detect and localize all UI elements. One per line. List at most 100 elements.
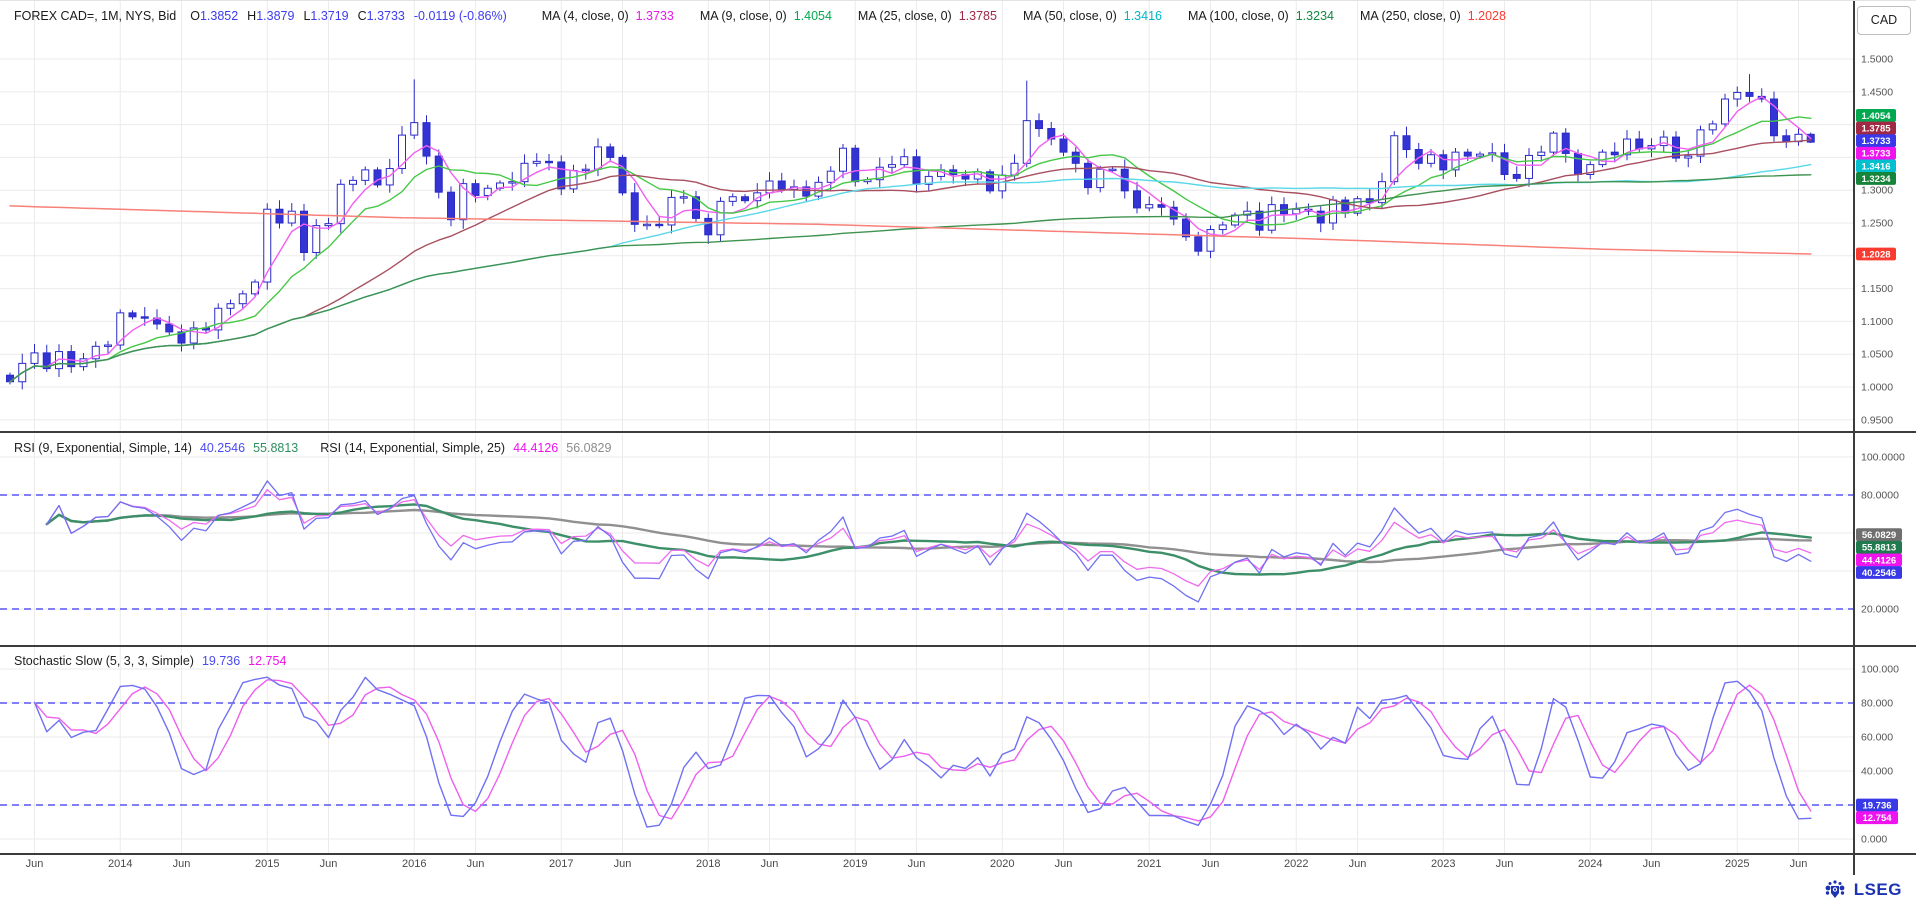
svg-text:19.736: 19.736: [1862, 800, 1891, 811]
time-axis-label: Jun: [466, 858, 485, 870]
svg-text:1.0500: 1.0500: [1861, 349, 1893, 361]
time-axis-label: Jun: [1789, 858, 1808, 870]
time-axis-label: Jun: [25, 858, 44, 870]
time-axis-label: 2014: [108, 858, 133, 870]
time-axis-label: 2019: [843, 858, 868, 870]
open-value: O1.3852: [190, 9, 239, 23]
time-axis[interactable]: Jun 2014 Jun 2015 Jun 2016 Jun 2017 Jun 2018 Jun 20…: [0, 858, 1854, 878]
svg-text:40.000: 40.000: [1861, 766, 1893, 778]
time-axis-label: 2022: [1284, 858, 1309, 870]
rsi-chart-canvas[interactable]: 100.000080.000060.000040.000020.000056.0…: [0, 434, 1916, 645]
time-axis-label: Jun: [1642, 858, 1661, 870]
time-axis-label: 2015: [255, 858, 280, 870]
ma-legend-value: 1.3785: [958, 9, 997, 23]
ma-legend-value: 1.4054: [793, 9, 832, 23]
stoch-k-value: 19.736: [201, 654, 241, 668]
close-value: C1.3733: [357, 9, 405, 23]
time-axis-label: 2024: [1578, 858, 1603, 870]
svg-text:0.000: 0.000: [1861, 834, 1887, 846]
svg-text:1.3733: 1.3733: [1861, 136, 1890, 147]
time-axis-label: Jun: [1348, 858, 1367, 870]
panel-separator: [0, 853, 1916, 855]
rsi9-ma-value: 55.8813: [253, 441, 299, 455]
rsi14-value: 44.4126: [513, 441, 559, 455]
svg-text:0.9500: 0.9500: [1861, 414, 1893, 426]
time-axis-label: Jun: [613, 858, 632, 870]
stoch-chart-canvas[interactable]: 100.00080.00060.00040.00020.0000.00019.7…: [0, 647, 1916, 853]
svg-text:60.000: 60.000: [1861, 732, 1893, 744]
time-axis-label: 2023: [1431, 858, 1456, 870]
lseg-logo: LSEG: [1823, 878, 1902, 902]
svg-text:1.3000: 1.3000: [1861, 185, 1893, 197]
svg-text:56.0829: 56.0829: [1862, 530, 1896, 541]
lseg-logo-text: LSEG: [1853, 880, 1902, 899]
svg-text:100.0000: 100.0000: [1861, 452, 1905, 464]
rsi9-value: 40.2546: [199, 441, 246, 455]
svg-text:1.4054: 1.4054: [1861, 111, 1891, 122]
svg-text:1.2028: 1.2028: [1861, 249, 1890, 260]
time-axis-label: 2018: [696, 858, 721, 870]
panel-separator[interactable]: [0, 431, 1916, 433]
panel-separator[interactable]: [0, 645, 1916, 647]
time-axis-label: Jun: [172, 858, 191, 870]
stoch-d-value: 12.754: [248, 654, 287, 668]
ma-legend-label: MA (25, close, 0): [857, 9, 952, 23]
ma-legend-label: MA (100, close, 0): [1187, 9, 1289, 23]
rsi14-label: RSI (14, Exponential, Simple, 25): [320, 441, 506, 455]
high-value: H1.3879: [247, 9, 295, 23]
ma-legend-item[interactable]: MA (100, close, 0) 1.3234: [1188, 9, 1334, 23]
svg-text:1.3733: 1.3733: [1861, 149, 1890, 160]
ma-legend-label: MA (50, close, 0): [1022, 9, 1117, 23]
svg-text:1.3785: 1.3785: [1861, 123, 1891, 134]
instrument-tab[interactable]: CAD: [1857, 6, 1911, 35]
price-chart-canvas[interactable]: 1.50001.45001.40001.35001.30001.25001.20…: [0, 1, 1916, 431]
ma-legend-item[interactable]: MA (250, close, 0) 1.2028: [1360, 9, 1506, 23]
time-axis-label: 2017: [549, 858, 574, 870]
rsi-legend[interactable]: RSI (9, Exponential, Simple, 14) 40.2546 5…: [14, 441, 611, 455]
svg-text:1.4500: 1.4500: [1861, 86, 1893, 98]
symbol-label[interactable]: FOREX CAD=, 1M, NYS, Bid: [14, 9, 177, 23]
time-axis-label: 2025: [1725, 858, 1750, 870]
stoch-label: Stochastic Slow (5, 3, 3, Simple): [14, 654, 194, 668]
rsi9-label: RSI (9, Exponential, Simple, 14): [14, 441, 192, 455]
svg-text:44.4126: 44.4126: [1862, 555, 1896, 566]
svg-text:1.1500: 1.1500: [1861, 283, 1893, 295]
time-axis-label: Jun: [1054, 858, 1073, 870]
svg-text:40.2546: 40.2546: [1862, 568, 1896, 579]
ma-legend-value: 1.3733: [635, 9, 674, 23]
ma-legend-item[interactable]: MA (50, close, 0) 1.3416: [1023, 9, 1162, 23]
time-axis-label: Jun: [319, 858, 338, 870]
ma-legend-item[interactable]: MA (9, close, 0) 1.4054: [700, 9, 832, 23]
lseg-logo-icon: [1825, 880, 1845, 898]
rsi14-ma-value: 56.0829: [566, 441, 612, 455]
ma-legend-item[interactable]: MA (25, close, 0) 1.3785: [858, 9, 997, 23]
quote-header: FOREX CAD=, 1M, NYS, Bid O1.3852 H1.3879…: [0, 1, 1506, 31]
svg-text:1.0000: 1.0000: [1861, 382, 1893, 394]
svg-text:100.000: 100.000: [1861, 664, 1899, 676]
ma-legend-value: 1.3416: [1123, 9, 1162, 23]
ma-legend-label: MA (4, close, 0): [541, 9, 629, 23]
svg-text:1.2500: 1.2500: [1861, 218, 1893, 230]
time-axis-label: 2021: [1137, 858, 1162, 870]
stoch-legend[interactable]: Stochastic Slow (5, 3, 3, Simple) 19.736 1…: [14, 654, 286, 668]
time-axis-label: Jun: [1495, 858, 1514, 870]
price-axis-line: [1853, 1, 1855, 875]
svg-text:20.0000: 20.0000: [1861, 604, 1899, 616]
time-axis-label: 2016: [402, 858, 427, 870]
time-axis-label: Jun: [907, 858, 926, 870]
ma-legend-label: MA (250, close, 0): [1359, 9, 1461, 23]
ma-legend-item[interactable]: MA (4, close, 0) 1.3733: [542, 9, 674, 23]
svg-text:80.0000: 80.0000: [1861, 490, 1899, 502]
ma-legend-value: 1.3234: [1295, 9, 1334, 23]
svg-text:55.8813: 55.8813: [1862, 543, 1896, 554]
svg-text:1.3416: 1.3416: [1861, 161, 1890, 172]
time-axis-label: Jun: [1201, 858, 1220, 870]
net-change: -0.0119 (-0.86%): [413, 9, 507, 23]
svg-text:80.000: 80.000: [1861, 698, 1893, 710]
svg-text:1.3234: 1.3234: [1861, 174, 1891, 185]
ma-legend-label: MA (9, close, 0): [699, 9, 787, 23]
ma-legend-value: 1.2028: [1467, 9, 1506, 23]
time-axis-label: 2020: [990, 858, 1015, 870]
time-axis-label: Jun: [760, 858, 779, 870]
